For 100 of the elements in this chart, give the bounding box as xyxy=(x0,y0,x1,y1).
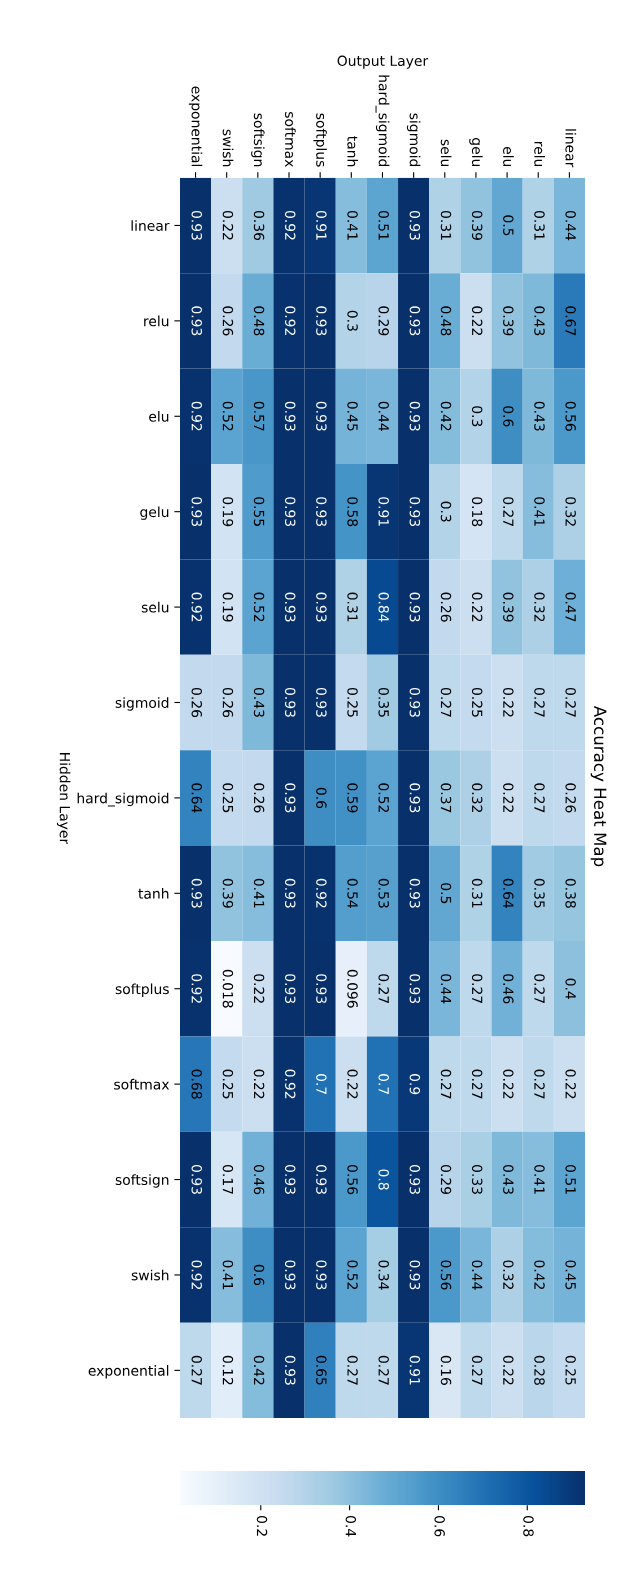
data-label: 0.92 xyxy=(191,974,202,1003)
data-label: 0.41 xyxy=(534,1164,545,1194)
data-label: 0.32 xyxy=(471,783,483,812)
data-label: 0.93 xyxy=(284,974,296,1004)
y-tick-label: linear xyxy=(131,220,170,231)
data-label: 0.52 xyxy=(347,1260,358,1290)
x-tick-label: gelu xyxy=(469,138,483,167)
data-label: 0.46 xyxy=(503,974,514,1004)
data-label: 0.12 xyxy=(222,1355,234,1385)
data-label: 0.9 xyxy=(409,1074,421,1095)
data-label: 0.42 xyxy=(440,401,452,431)
data-label: 0.27 xyxy=(440,1069,452,1099)
y-tick-label: tanh xyxy=(138,888,169,899)
data-label: 0.22 xyxy=(222,210,234,240)
data-label: 0.93 xyxy=(316,401,327,431)
data-label: 0.22 xyxy=(503,783,514,812)
data-label: 0.48 xyxy=(253,306,265,336)
data-label: 0.7 xyxy=(378,1074,389,1094)
data-label: 0.45 xyxy=(565,1260,576,1290)
data-label: 0.48 xyxy=(440,306,452,336)
data-label: 0.93 xyxy=(191,878,202,908)
data-label: 0.096 xyxy=(347,969,358,1008)
data-label: 0.93 xyxy=(191,210,202,240)
data-label: 0.5 xyxy=(503,215,514,236)
data-label: 0.22 xyxy=(503,1355,514,1385)
data-label: 0.93 xyxy=(409,497,421,527)
data-label: 0.39 xyxy=(503,592,514,622)
data-label: 0.32 xyxy=(503,1260,514,1290)
data-label: 0.6 xyxy=(316,787,327,809)
data-label: 0.93 xyxy=(409,401,421,431)
x-tick-label: sigmoid xyxy=(406,113,421,167)
data-label: 0.93 xyxy=(409,306,421,336)
data-label: 0.56 xyxy=(440,1260,452,1290)
data-label: 0.27 xyxy=(378,974,389,1003)
data-label: 0.7 xyxy=(316,1074,327,1094)
data-label: 0.32 xyxy=(565,497,576,526)
data-label: 0.92 xyxy=(284,210,296,240)
data-label: 0.44 xyxy=(440,974,452,1004)
data-label: 0.22 xyxy=(347,1069,358,1099)
data-label: 0.5 xyxy=(440,883,452,904)
data-label: 0.37 xyxy=(440,783,452,813)
data-label: 0.93 xyxy=(409,1260,421,1290)
data-label: 0.93 xyxy=(409,1164,421,1194)
x-tick-label: elu xyxy=(503,146,514,167)
y-tick-label: exponential xyxy=(88,1365,169,1379)
data-label: 0.27 xyxy=(471,974,483,1003)
data-label: 0.52 xyxy=(222,401,234,431)
data-label: 0.18 xyxy=(471,497,483,527)
data-label: 0.92 xyxy=(191,401,202,431)
data-label: 0.22 xyxy=(503,1069,514,1099)
y-tick-label: sigmoid xyxy=(115,697,169,711)
data-label: 0.43 xyxy=(534,401,545,431)
data-label: 0.27 xyxy=(534,783,545,813)
data-label: 0.93 xyxy=(316,1260,327,1290)
data-label: 0.93 xyxy=(316,497,327,527)
data-label: 0.27 xyxy=(191,1355,202,1385)
data-label: 0.93 xyxy=(284,497,296,527)
x-tick-label: softplus xyxy=(313,113,327,167)
data-label: 0.93 xyxy=(284,1164,296,1194)
data-label: 0.93 xyxy=(191,1164,202,1194)
data-label: 0.93 xyxy=(409,687,421,717)
data-label: 0.64 xyxy=(503,878,514,908)
data-label: 0.93 xyxy=(284,592,296,622)
y-tick-label: gelu xyxy=(140,506,169,520)
data-label: 0.47 xyxy=(565,592,576,622)
data-label: 0.93 xyxy=(409,592,421,622)
data-label: 0.4 xyxy=(565,978,576,999)
data-label: 0.41 xyxy=(347,210,358,240)
y-tick-label: softplus xyxy=(115,983,169,997)
data-label: 0.35 xyxy=(378,687,389,717)
data-label: 0.45 xyxy=(347,401,358,431)
data-label: 0.64 xyxy=(191,783,202,813)
y-tick-label: selu xyxy=(141,601,169,613)
data-label: 0.54 xyxy=(347,878,358,908)
data-label: 0.26 xyxy=(191,687,202,718)
data-label: 0.018 xyxy=(222,969,234,1008)
data-label: 0.67 xyxy=(565,306,576,336)
data-label: 0.84 xyxy=(378,592,389,622)
data-label: 0.93 xyxy=(409,783,421,813)
data-label: 0.58 xyxy=(347,497,358,527)
data-label: 0.27 xyxy=(534,687,545,717)
data-label: 0.22 xyxy=(565,1069,576,1099)
data-label: 0.43 xyxy=(534,306,545,336)
text: Accuracy Heat Map xyxy=(590,705,607,867)
data-label: 0.25 xyxy=(565,1355,576,1385)
data-label: 0.41 xyxy=(253,878,265,908)
data-label: 0.19 xyxy=(222,592,234,622)
data-label: 0.93 xyxy=(191,306,202,336)
color-bar-label: 0.8 xyxy=(523,1516,534,1537)
y-tick-label: elu xyxy=(149,410,169,422)
y-tick-label: softsign xyxy=(115,1174,169,1188)
data-label: 0.92 xyxy=(191,592,202,622)
data-label: 0.93 xyxy=(316,1164,327,1194)
data-label: 0.25 xyxy=(222,1069,234,1099)
data-label: 0.55 xyxy=(253,497,265,526)
color-bar-label: 0.4 xyxy=(345,1516,357,1537)
data-label: 0.93 xyxy=(284,1355,296,1385)
color-bar-label: 0.6 xyxy=(434,1516,445,1537)
data-label: 0.32 xyxy=(534,592,545,622)
data-label: 0.43 xyxy=(503,1164,514,1194)
